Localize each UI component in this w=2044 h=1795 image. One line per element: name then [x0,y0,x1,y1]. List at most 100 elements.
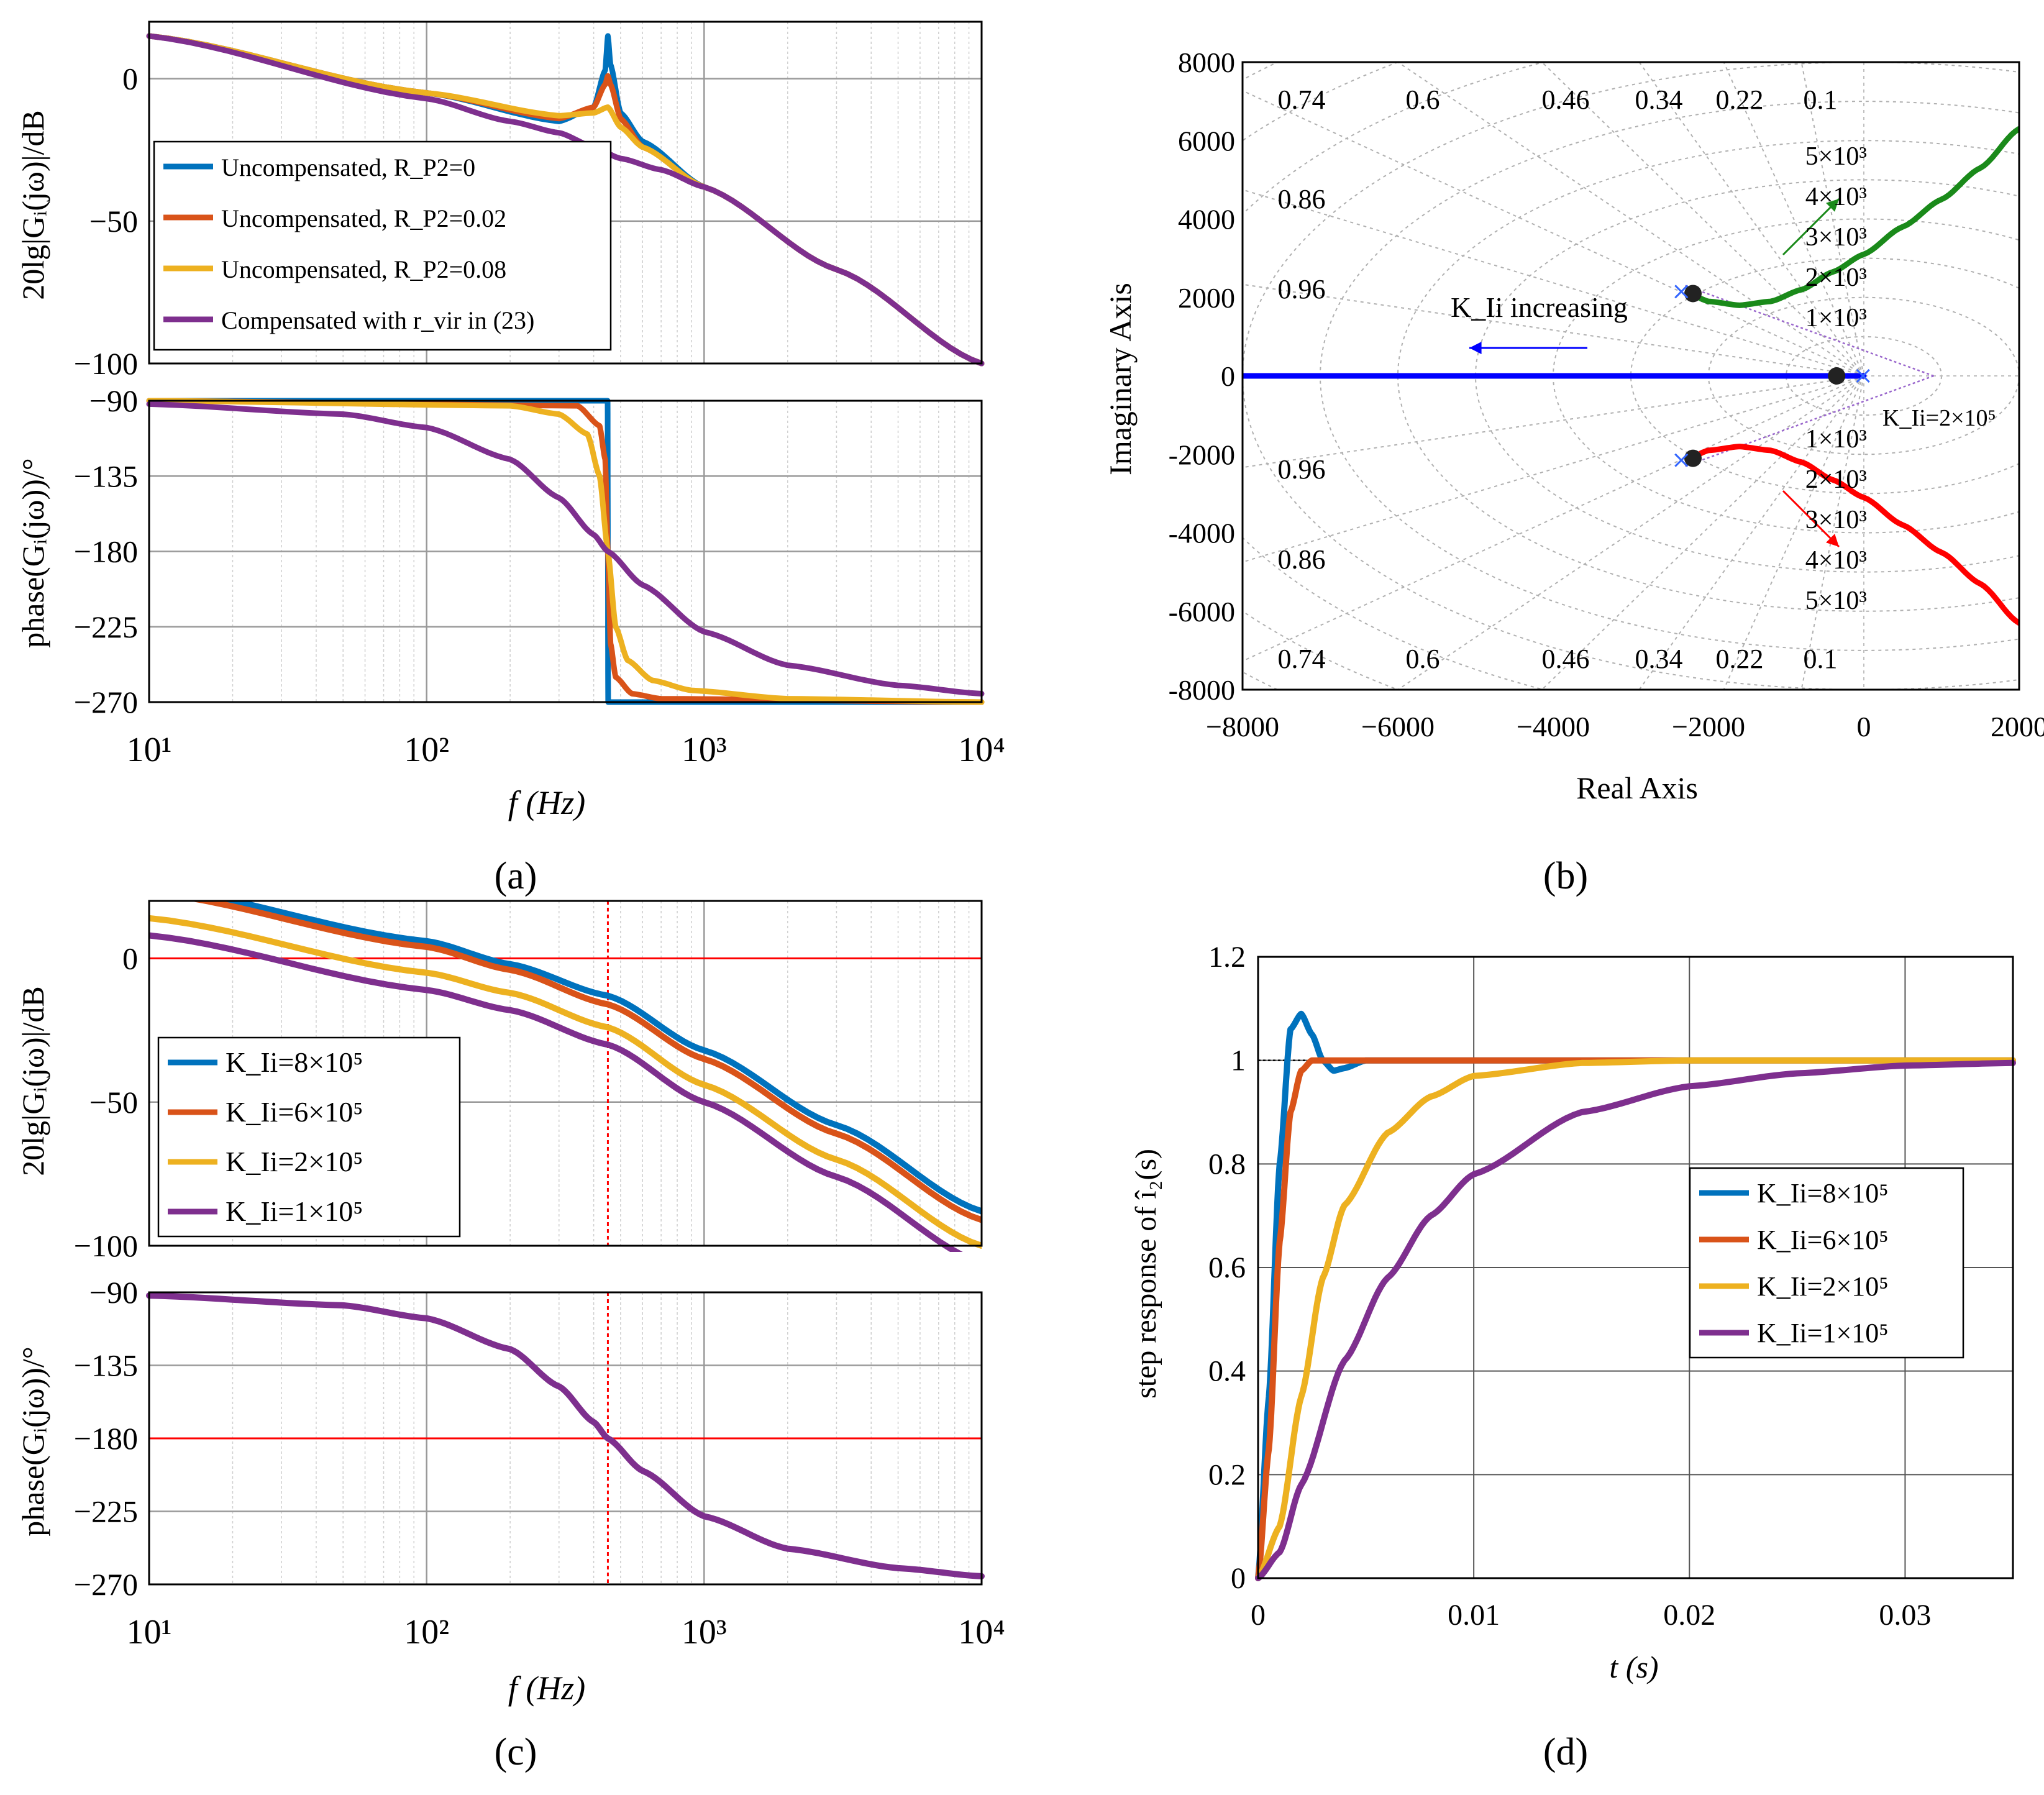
panel-a-xlabel: f (Hz) [508,784,585,821]
panel-c-mag-ytick: −100 [74,1228,138,1263]
panel-b-freq-label: 2×10³ [1805,465,1867,494]
panel-d-series-k-ii-2-10- [1255,1057,2016,1581]
panel-c-mag-series [149,932,963,1252]
panel-c-phase-frame [148,1291,983,1586]
panel-c-phase-ylabel: phase(Gᵢ(jω))/° [16,1346,50,1536]
panel-b-damping-ray [1638,62,1864,377]
panel-b-freq-label: 5×10³ [1805,587,1867,615]
panel-b-closed-loop-pole [1684,285,1702,303]
panel-b-locus-branch [1686,126,2019,308]
panel-a-legend-box [153,140,612,351]
panel-b-annotation-kii: K_Ii=2×10⁵ [1882,405,1996,431]
panel-b-open-loop-pole [1674,285,1689,299]
panel-d-ytick: 0.8 [1208,1148,1246,1181]
panel-d-ytick: 1.2 [1208,941,1246,974]
panel-c-mag-series [189,901,982,1223]
panel-b-ytick: 4000 [1178,204,1235,235]
panel-d-ytick: 0.2 [1208,1458,1246,1491]
panel-c-legend-entry: K_Ii=1×10⁵ [226,1195,363,1227]
panel-d-xlabel: t (s) [1609,1650,1658,1684]
panel-b-freq-label: 2×10³ [1805,263,1867,292]
panel-b-freq-circle [1243,62,1279,690]
panel-b-arrow-red-head [1826,534,1839,547]
panel-c-xtick: 10³ [682,1613,727,1651]
panel-b-damping-label: 0.46 [1542,84,1590,115]
panel-d-legend-entry: K_Ii=2×10⁵ [1757,1271,1889,1302]
panel-a-phase-ytick: −225 [74,610,138,644]
panel-d-series-k-ii-8-10- [1255,1010,2016,1581]
panel-c-legend-entry: K_Ii=6×10⁵ [226,1096,363,1128]
panel-a-phase-ytick: −180 [74,534,138,569]
panel-b-ytick: -4000 [1169,518,1235,549]
panel-b-damping-label: 0.34 [1635,644,1683,674]
panel-b-ytick: -8000 [1169,674,1235,706]
panel-b-freq-label: 1×10³ [1805,304,1867,332]
panel-b-locus-branch [1686,444,2019,626]
panel-c-xlabel: f (Hz) [508,1669,585,1707]
panel-b-freq-circle [1397,140,2019,612]
panel-b-ytick: 2000 [1178,282,1235,314]
panel-c-xtick: 10¹ [127,1613,172,1651]
panel-b-freq-label: 4×10³ [1805,183,1867,211]
panel-a-mag-ytick: −100 [74,346,138,381]
panel-b-damping-ray [1638,375,1864,690]
panel-b-closed-loop-pole [1828,367,1846,385]
panel-b-closed-loop-pole [1684,449,1702,467]
panel-c-mag-ytick: −50 [89,1085,138,1120]
panel-c-legend-box [157,1036,461,1238]
panel-b-damping-label: 0.22 [1716,644,1764,674]
panel-c-mag-series [149,915,982,1249]
panel-b-ytick: 8000 [1178,47,1235,78]
panel-b-xtick: −4000 [1517,711,1590,742]
panel-b-freq-label: 4×10³ [1805,546,1867,575]
panel-a-mag-frame [148,21,983,365]
panel-b-xtick: −6000 [1361,711,1435,742]
panel-a-phase-frame [148,400,983,703]
panel-b-freq-label: 5×10³ [1805,142,1867,171]
panel-b-damping-label: 0.46 [1542,644,1590,674]
panel-b-xtick: −2000 [1672,711,1745,742]
panel-a-legend-entry: Uncompensated, R_P2=0.02 [221,204,506,232]
panel-b-damping-ray [1723,62,1864,377]
panel-b-asymptote [1685,285,1934,377]
panel-d-legend-entry: K_Ii=8×10⁵ [1757,1178,1889,1208]
panel-b-xtick: 2000 [1991,711,2044,742]
panel-a-mag-ylabel: 20lg|Gᵢ(jω)|/dB [16,110,50,300]
panel-b-damping-label: 0.1 [1804,644,1838,674]
panel-c-mag-frame [148,900,983,1247]
panel-c-xtick: 10² [404,1613,449,1651]
panel-b-damping-label: 0.74 [1278,644,1326,674]
panel-b-freq-label: 3×10³ [1805,506,1867,534]
panel-a-legend-entry: Uncompensated, R_P2=0.08 [221,255,506,283]
panel-b-damping-ray [1541,375,1864,690]
panel-b-caption: (b) [1543,855,1588,897]
panel-a-mag-ytick: 0 [122,62,138,96]
panel-b-asymptote [1685,375,1934,467]
panel-a-xtick: 10² [404,731,449,769]
panel-c-phase-ytick: −135 [74,1348,138,1383]
panel-b-ytick: -6000 [1169,596,1235,628]
panel-d-ylabel: step response of î₂(s) [1129,1149,1162,1399]
panel-a-phase-series-3 [146,401,985,697]
panel-c-mag-series [219,901,982,1215]
panel-c-legend-entry: K_Ii=8×10⁵ [226,1046,363,1078]
panel-b-open-loop-pole [1674,453,1689,467]
panel-b-xtick: −8000 [1206,711,1279,742]
panel-d-frame [1257,956,2014,1579]
panel-b-arrow-red [1782,490,1840,548]
panel-b-ytick: 6000 [1178,125,1235,157]
panel-c-phase-ytick: −180 [74,1421,138,1456]
panel-d-legend-entry: K_Ii=6×10⁵ [1757,1225,1889,1255]
panel-b-open-loop-pole [1856,368,1870,383]
panel-a-legend-entry: Compensated with r_vir in (23) [221,306,534,334]
panel-c-mag-ylabel: 20lg|Gᵢ(jω)|/dB [16,986,50,1176]
panel-c-mag-ytick: 0 [122,941,138,976]
panel-a-phase-series-2 [146,398,985,705]
panel-b-damping-label: 0.96 [1278,274,1326,304]
panel-d-ytick: 0.4 [1208,1355,1246,1388]
panel-d-ytick: 0.6 [1208,1251,1246,1284]
panel-b-damping-ray [1243,189,1864,377]
panel-d-xtick: 0.02 [1663,1599,1715,1632]
panel-b-damping-ray [1243,375,1864,563]
